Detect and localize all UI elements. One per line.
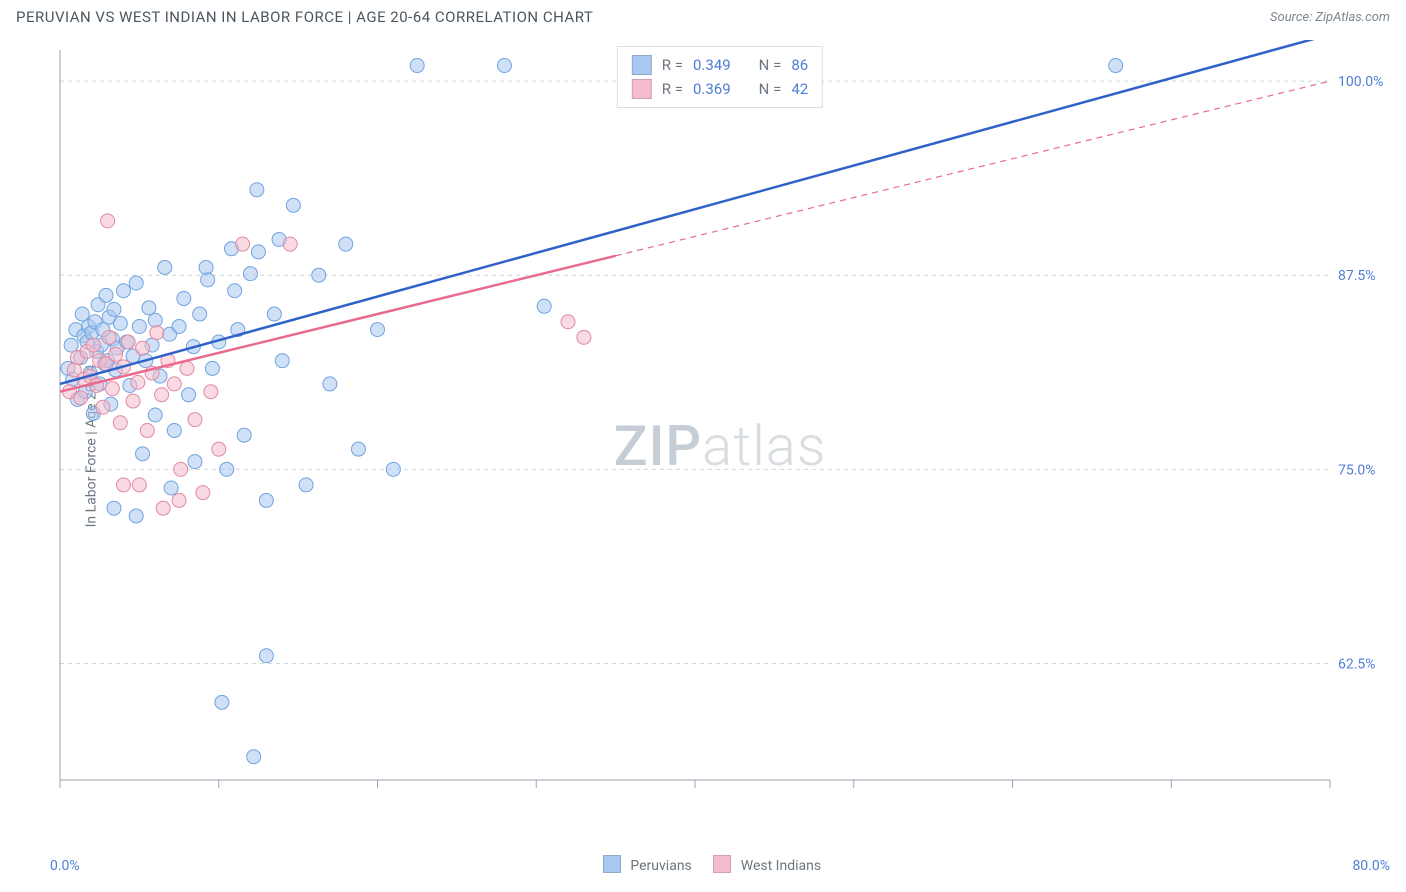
chart-title: PERUVIAN VS WEST INDIAN IN LABOR FORCE |… bbox=[16, 8, 593, 26]
svg-text:62.5%: 62.5% bbox=[1338, 657, 1376, 673]
legend-row-west-indians: R = 0.369 N = 42 bbox=[632, 77, 808, 101]
chart-plot-area: 62.5%75.0%87.5%100.0% ZIPatlas R = 0.349… bbox=[50, 40, 1390, 820]
svg-text:75.0%: 75.0% bbox=[1338, 462, 1376, 478]
legend-swatch-icon bbox=[632, 55, 652, 75]
legend-swatch-icon bbox=[632, 79, 652, 99]
correlation-legend: R = 0.349 N = 86 R = 0.369 N = 42 bbox=[617, 46, 823, 108]
svg-text:100.0%: 100.0% bbox=[1338, 74, 1383, 90]
x-axis-end-labels: 0.0% 80.0% bbox=[50, 858, 1390, 874]
legend-row-peruvians: R = 0.349 N = 86 bbox=[632, 53, 808, 77]
svg-text:87.5%: 87.5% bbox=[1338, 268, 1376, 284]
source-label: Source: ZipAtlas.com bbox=[1270, 10, 1390, 25]
